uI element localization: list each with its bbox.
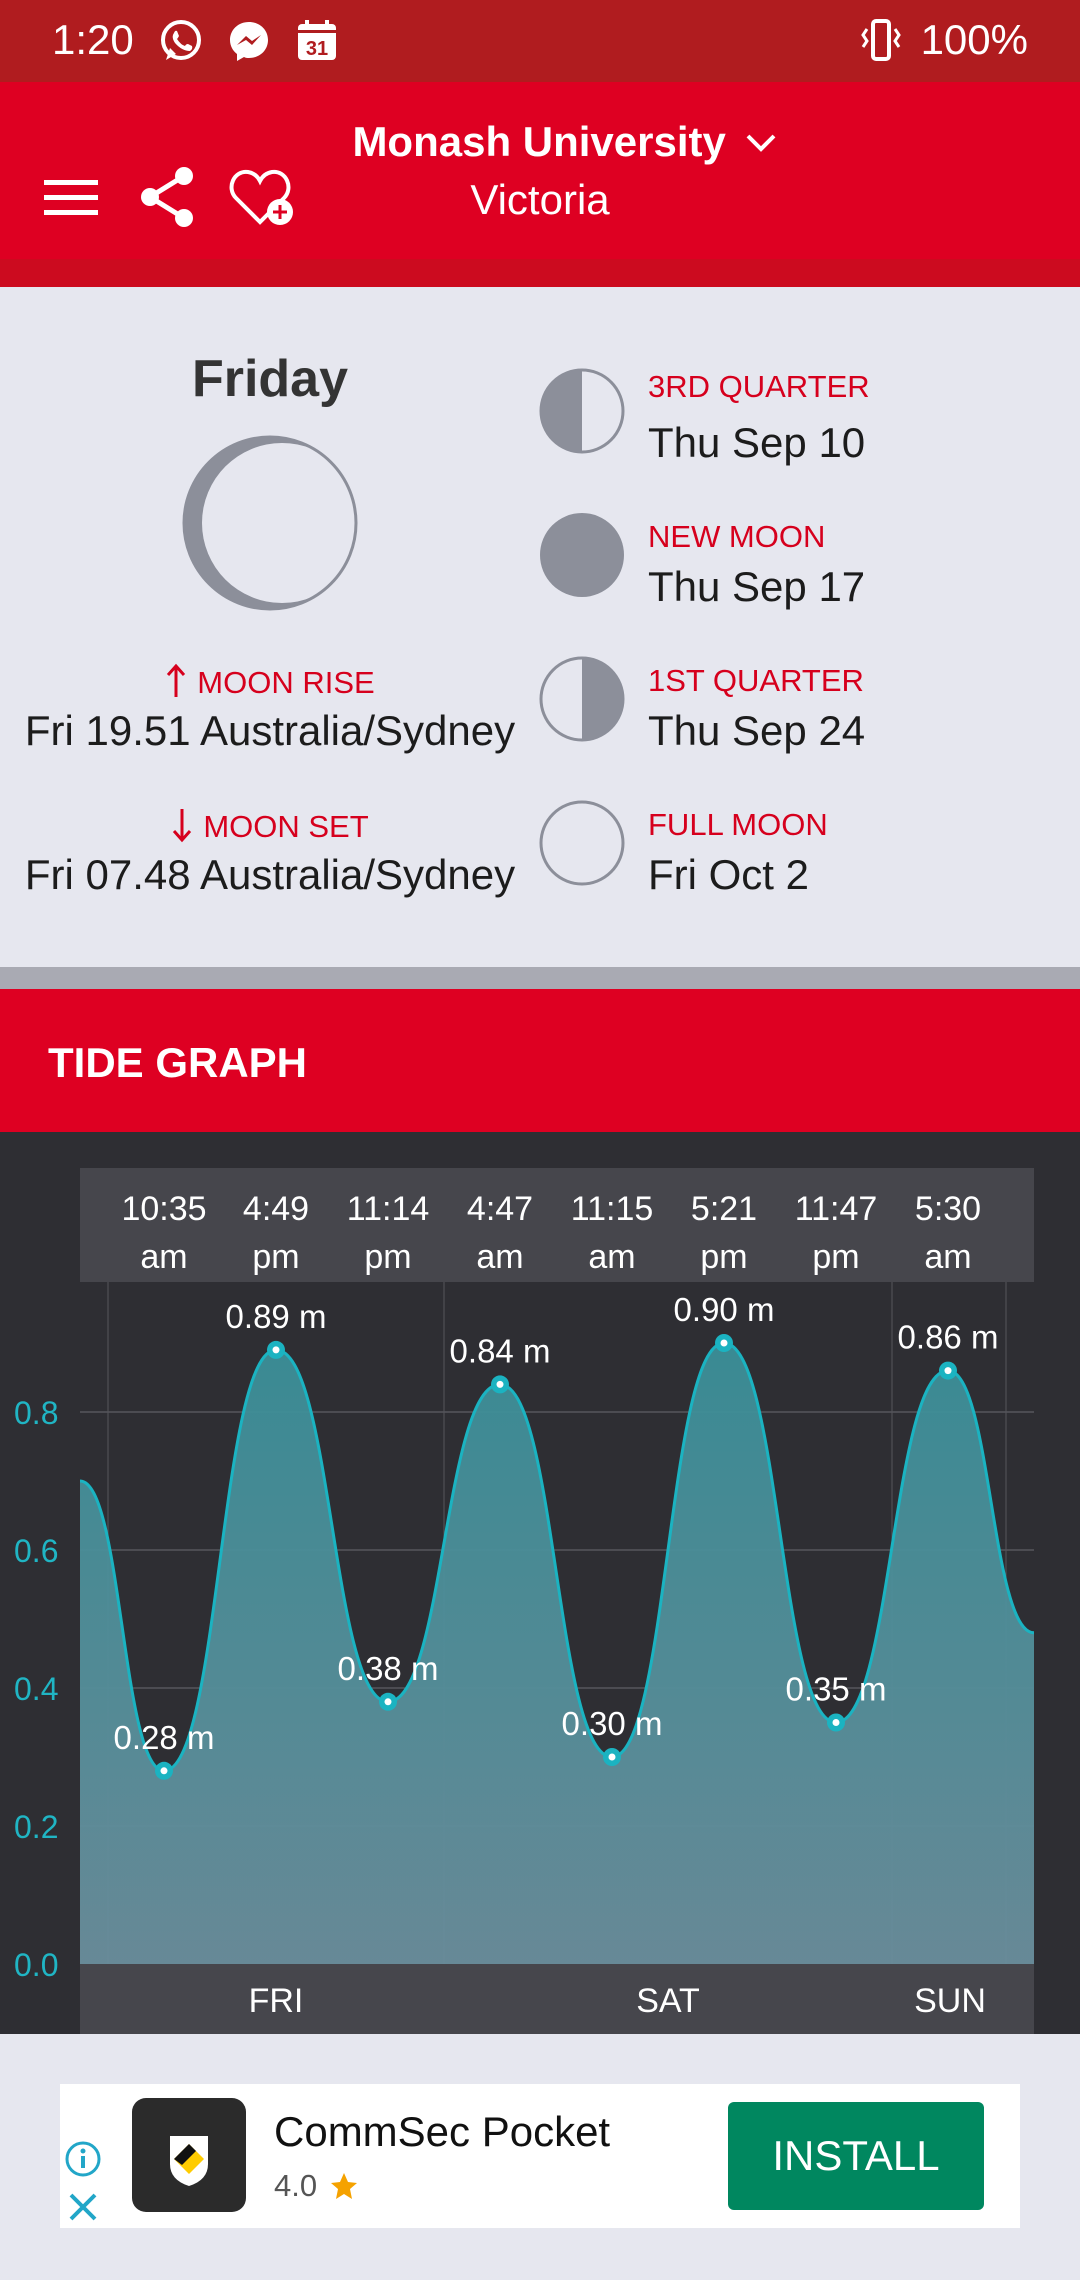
- phase-label: NEW MOON: [648, 519, 826, 554]
- moon-rise-label: MOON RISE: [0, 663, 540, 701]
- tide-time-label: 11:47: [795, 1190, 878, 1228]
- moon-panel: Friday MOON RISE Fri 19.51 Australia/Syd…: [0, 287, 1080, 967]
- y-axis-tick: 0.2: [14, 1809, 58, 1845]
- ad-app-name[interactable]: CommSec Pocket: [274, 2108, 611, 2155]
- status-time: 1:20: [52, 16, 134, 63]
- tide-point-center: [160, 1767, 168, 1775]
- tide-line: [79, 1341, 1035, 1773]
- ad-close-icon[interactable]: [64, 2188, 102, 2226]
- y-axis-tick: 0.4: [14, 1671, 58, 1707]
- moon-set-value: Fri 07.48 Australia/Sydney: [24, 851, 516, 898]
- ad-banner[interactable]: CommSec Pocket 4.0 INSTALL: [60, 2084, 1020, 2228]
- section-divider: [0, 967, 1080, 989]
- arrow-up-icon: [167, 663, 186, 697]
- tide-point-center: [832, 1719, 840, 1726]
- time-header-band: [80, 1168, 1034, 1282]
- y-axis-tick: 0.0: [14, 1947, 58, 1983]
- menu-icon[interactable]: [40, 162, 102, 232]
- phase-date: Fri Oct 2: [648, 851, 810, 898]
- tide-graph[interactable]: 10:35 am 4:49 pm 11:14 pm 4:47 am 11:15 am 5:21 pm 1…: [0, 1132, 1080, 2034]
- ad-rating: 4.0: [274, 2168, 359, 2204]
- moon-rise-value: Fri 19.51 Australia/Sydney: [24, 707, 516, 754]
- phase-label: 3RD QUARTER: [648, 369, 870, 404]
- app-bar-shadow: [0, 259, 1080, 287]
- tide-height-label: 0.89 m: [226, 1298, 327, 1335]
- location-region: Victoria: [470, 176, 610, 223]
- phase-date: Thu Sep 10: [648, 419, 866, 466]
- full-moon-icon: [539, 800, 625, 886]
- install-button[interactable]: INSTALL: [728, 2102, 984, 2210]
- day-label: SAT: [636, 1982, 700, 2020]
- phase-label: FULL MOON: [648, 807, 828, 842]
- tide-height-label: 0.90 m: [674, 1291, 775, 1328]
- phase-date: Thu Sep 17: [648, 563, 866, 610]
- star-icon: [331, 2173, 358, 2199]
- day-label: SUN: [914, 1982, 986, 2020]
- tide-height-label: 0.35 m: [786, 1671, 887, 1708]
- tide-time-label: 5:21: [691, 1190, 757, 1228]
- location-name[interactable]: Monash University: [352, 118, 726, 165]
- tide-time-period: pm: [364, 1238, 411, 1276]
- svg-text:31: 31: [306, 38, 328, 60]
- tide-height-label: 0.38 m: [338, 1650, 439, 1687]
- tide-height-label: 0.28 m: [114, 1719, 215, 1756]
- ad-app-logo[interactable]: [132, 2098, 246, 2212]
- new-moon-icon: [540, 513, 624, 597]
- moon-day: Friday: [191, 350, 349, 408]
- tide-time-period: am: [140, 1238, 187, 1276]
- tide-time-label: 5:30: [915, 1190, 981, 1228]
- tide-time-label: 4:47: [467, 1190, 533, 1228]
- tide-chart[interactable]: 10:35 am 4:49 pm 11:14 pm 4:47 am 11:15 am 5:21 pm 1…: [0, 1132, 1080, 2034]
- whatsapp-icon: [161, 20, 201, 60]
- chevron-down-icon[interactable]: [744, 132, 778, 156]
- moon-phase-today-icon: [182, 435, 360, 611]
- moon-set-label: MOON SET: [0, 807, 540, 845]
- app-bar: Monash University Victoria: [0, 82, 1080, 287]
- tide-time-period: am: [924, 1238, 971, 1276]
- heart-plus-icon[interactable]: [228, 162, 302, 232]
- day-label: FRI: [249, 1982, 304, 2020]
- battery-level: 100%: [920, 16, 1028, 63]
- phase-date: Thu Sep 24: [648, 707, 866, 754]
- third-quarter-moon-icon: [539, 368, 625, 454]
- tide-height-label: 0.84 m: [450, 1332, 551, 1369]
- tide-time-label: 10:35: [121, 1190, 206, 1228]
- tide-graph-title: TIDE GRAPH: [48, 1039, 308, 1086]
- tide-time-period: am: [588, 1238, 635, 1276]
- ad-info-icon[interactable]: [64, 2140, 102, 2178]
- ad-area: CommSec Pocket 4.0 INSTALL: [0, 2034, 1080, 2280]
- tide-area: [80, 1343, 1034, 1964]
- tide-point-center: [944, 1367, 952, 1375]
- tide-graph-header: TIDE GRAPH: [0, 989, 1080, 1132]
- tide-time-period: am: [476, 1238, 523, 1276]
- calendar-icon: 31: [298, 20, 336, 60]
- arrow-down-icon: [173, 809, 192, 843]
- tide-time-label: 4:49: [243, 1190, 309, 1228]
- tide-point-center: [720, 1339, 728, 1347]
- tide-time-period: pm: [252, 1238, 299, 1276]
- tide-point-center: [272, 1346, 280, 1354]
- y-axis-tick: 0.8: [14, 1395, 58, 1431]
- messenger-icon: [230, 22, 268, 61]
- tide-height-label: 0.30 m: [562, 1705, 663, 1742]
- tide-point-center: [384, 1698, 392, 1706]
- tide-point-center: [496, 1380, 504, 1388]
- tide-point-center: [608, 1753, 616, 1761]
- vibrate-icon: [860, 19, 901, 61]
- first-quarter-moon-icon: [539, 656, 625, 742]
- day-band: [80, 1964, 1034, 2034]
- tide-height-label: 0.86 m: [898, 1319, 999, 1356]
- tide-time-period: pm: [812, 1238, 859, 1276]
- location-title[interactable]: Monash University: [330, 118, 800, 166]
- status-bar: 1:20 31 100%: [0, 0, 1080, 82]
- tide-time-label: 11:14: [347, 1190, 430, 1228]
- tide-time-label: 11:15: [571, 1190, 654, 1228]
- tide-time-period: pm: [700, 1238, 747, 1276]
- share-icon[interactable]: [136, 162, 200, 232]
- phase-label: 1ST QUARTER: [648, 663, 864, 698]
- y-axis-tick: 0.6: [14, 1533, 58, 1569]
- ad-rating-value: 4.0: [274, 2168, 318, 2203]
